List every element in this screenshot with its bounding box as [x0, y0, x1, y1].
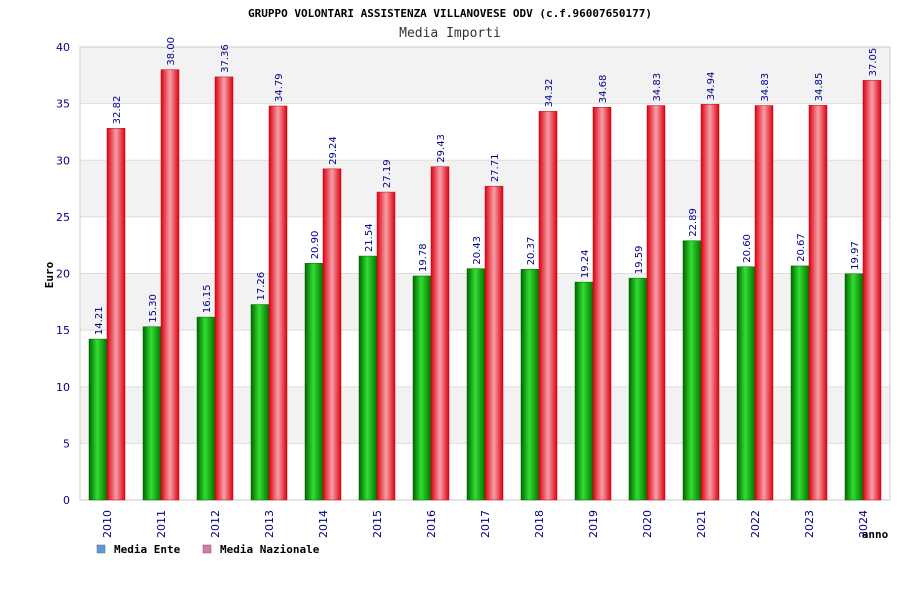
bar-value-label: 19.97: [850, 241, 861, 270]
bar-value-label: 29.43: [436, 134, 447, 163]
bar-value-label: 29.24: [328, 136, 339, 165]
bar-value-label: 34.83: [652, 73, 663, 102]
y-axis-label: Euro: [43, 261, 56, 288]
x-tick-label: 2014: [317, 510, 330, 538]
bar-media-nazionale-2019: [592, 106, 612, 501]
bar-media-nazionale-2020: [646, 105, 666, 501]
bar-media-ente-2013: [250, 304, 270, 501]
bar-media-nazionale-2018: [538, 111, 558, 501]
bar-value-label: 34.32: [544, 79, 555, 108]
x-tick-label: 2010: [101, 510, 114, 538]
legend: Media Ente Media Nazionale: [96, 543, 320, 556]
bar-media-ente-2019: [574, 281, 594, 501]
bar-media-ente-2018: [520, 269, 540, 501]
bar-value-label: 38.00: [166, 37, 177, 66]
bar-media-nazionale-2024: [862, 80, 882, 501]
bar-value-label: 34.85: [814, 73, 825, 102]
legend-label: Media Nazionale: [220, 543, 320, 556]
x-tick-label: 2024: [857, 510, 870, 538]
bar-value-label: 20.37: [526, 237, 537, 266]
bar-value-label: 17.26: [256, 272, 267, 301]
bar-value-label: 20.60: [742, 234, 753, 263]
bar-media-ente-2011: [142, 326, 162, 501]
legend-swatch: [202, 544, 212, 554]
bar-value-label: 20.90: [310, 231, 321, 260]
bar-media-ente-2014: [304, 263, 324, 501]
bar-value-label: 19.24: [580, 249, 591, 278]
chart-title: GRUPPO VOLONTARI ASSISTENZA VILLANOVESE …: [248, 7, 652, 20]
bar-value-label: 37.05: [868, 48, 879, 77]
bar-value-label: 21.54: [364, 223, 375, 252]
bar-media-ente-2010: [88, 338, 108, 501]
legend-swatch: [96, 544, 106, 554]
y-tick-label: 0: [63, 494, 70, 507]
chart-subtitle: Media Importi: [399, 26, 501, 41]
x-tick-label: 2019: [587, 510, 600, 538]
x-tick-label: 2018: [533, 510, 546, 538]
bar-media-nazionale-2013: [268, 105, 288, 501]
bar-value-label: 16.15: [202, 284, 213, 313]
x-axis: 2010 2011 2012 2013 2014 2015 2016 2017 2018 2019…: [101, 510, 870, 538]
bar-media-ente-2016: [412, 275, 432, 501]
bar-media-ente-2022: [736, 266, 756, 501]
bars: 14.21 32.82 15.30 38.00 16.15 37.36 17.26 34.79…: [88, 37, 882, 501]
bar-media-nazionale-2015: [376, 191, 396, 501]
bar-media-ente-2012: [196, 316, 216, 501]
bar-media-nazionale-2022: [754, 105, 774, 501]
x-tick-label: 2021: [695, 510, 708, 538]
x-axis-label: anno: [862, 528, 889, 541]
bar-media-ente-2024: [844, 273, 864, 501]
bar-value-label: 37.36: [220, 44, 231, 73]
bar-media-nazionale-2017: [484, 185, 504, 501]
bar-value-label: 19.78: [418, 243, 429, 272]
bar-value-label: 34.79: [274, 73, 285, 102]
bar-media-nazionale-2010: [106, 128, 126, 501]
x-tick-label: 2020: [641, 510, 654, 538]
bar-media-nazionale-2016: [430, 166, 450, 501]
bar-media-nazionale-2023: [808, 105, 828, 501]
y-tick-label: 5: [63, 437, 70, 450]
legend-label: Media Ente: [114, 543, 181, 556]
bar-media-ente-2017: [466, 268, 486, 501]
x-tick-label: 2013: [263, 510, 276, 538]
x-tick-label: 2023: [803, 510, 816, 538]
bar-media-ente-2023: [790, 265, 810, 501]
y-axis: 0 5 10 15 20 25 30 35 40: [56, 41, 70, 507]
y-tick-label: 10: [56, 381, 70, 394]
bar-media-ente-2015: [358, 255, 378, 501]
bar-value-label: 20.67: [796, 233, 807, 262]
bar-media-nazionale-2021: [700, 104, 720, 501]
bar-media-ente-2020: [628, 277, 648, 501]
bar-media-nazionale-2014: [322, 168, 342, 501]
y-tick-label: 30: [56, 154, 70, 167]
bar-value-label: 34.68: [598, 75, 609, 104]
y-tick-label: 40: [56, 41, 70, 54]
x-tick-label: 2012: [209, 510, 222, 538]
x-tick-label: 2016: [425, 510, 438, 538]
bar-media-nazionale-2012: [214, 76, 234, 501]
bar-value-label: 34.83: [760, 73, 771, 102]
x-tick-label: 2017: [479, 510, 492, 538]
bar-media-ente-2021: [682, 240, 702, 501]
y-tick-label: 25: [56, 211, 70, 224]
bar-value-label: 14.21: [94, 306, 105, 335]
bar-value-label: 27.71: [490, 154, 501, 183]
y-tick-label: 35: [56, 98, 70, 111]
bar-value-label: 19.59: [634, 246, 645, 275]
bar-value-label: 22.89: [688, 208, 699, 237]
bar-value-label: 15.30: [148, 294, 159, 323]
x-tick-label: 2015: [371, 510, 384, 538]
y-tick-label: 15: [56, 324, 70, 337]
bar-media-nazionale-2011: [160, 69, 180, 501]
x-tick-label: 2011: [155, 510, 168, 538]
bar-value-label: 32.82: [112, 96, 123, 125]
y-tick-label: 20: [56, 268, 70, 281]
x-tick-label: 2022: [749, 510, 762, 538]
bar-value-label: 34.94: [706, 72, 717, 101]
bar-value-label: 20.43: [472, 236, 483, 265]
bar-value-label: 27.19: [382, 159, 393, 188]
